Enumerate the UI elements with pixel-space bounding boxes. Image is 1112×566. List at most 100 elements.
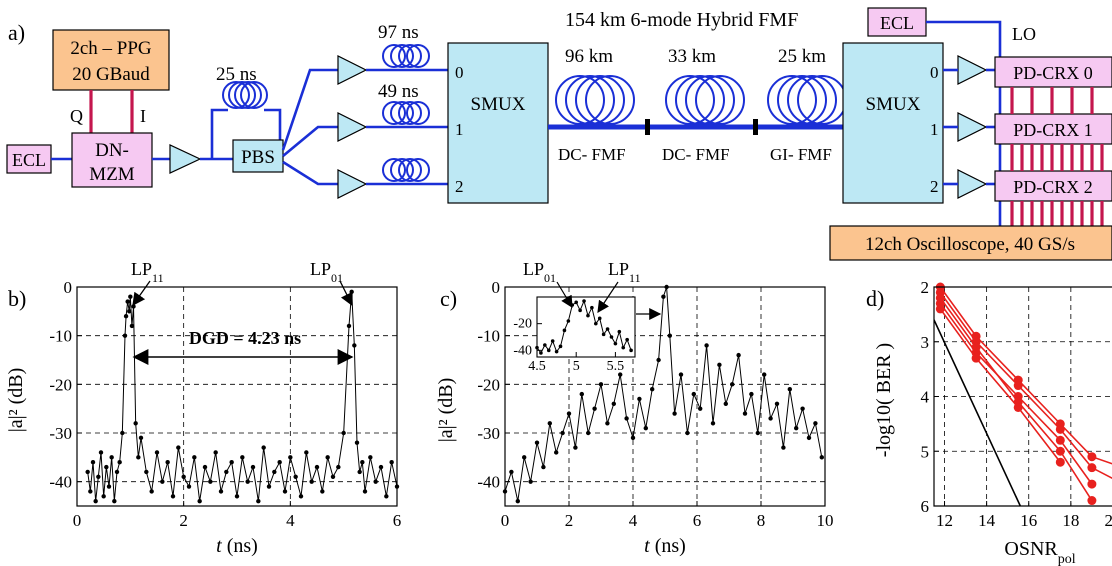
tick-label-y: 5 <box>921 442 930 461</box>
data-point <box>170 494 176 499</box>
data-point <box>613 341 618 346</box>
data-point <box>625 337 629 342</box>
panel-b-ticks: 0 2 4 6 0 -10 -20 -30 -40 <box>49 278 401 530</box>
tick-label-x: 20 <box>1104 511 1112 530</box>
data-point <box>1087 479 1097 489</box>
data-point <box>133 421 138 426</box>
series-line-0 <box>87 291 398 502</box>
data-point <box>234 494 240 499</box>
data-point <box>90 460 96 465</box>
data-point <box>539 351 543 355</box>
data-point <box>128 294 133 299</box>
tick-label-y: 4 <box>921 388 930 407</box>
data-point <box>723 401 728 406</box>
data-point <box>554 450 559 455</box>
data-point <box>685 430 690 436</box>
data-point <box>144 469 149 475</box>
data-point <box>1087 496 1097 506</box>
tick-label-y: -30 <box>477 424 500 443</box>
data-point <box>192 455 197 460</box>
smux-in-port-1: 1 <box>455 120 464 139</box>
data-point <box>566 411 572 416</box>
data-point <box>813 421 818 426</box>
data-point <box>176 445 181 450</box>
data-point <box>643 425 648 431</box>
crx-2 <box>994 170 1112 202</box>
data-point <box>197 498 202 504</box>
data-point <box>181 474 186 479</box>
panel-b-ylabel: |a|² (dB) <box>5 368 27 433</box>
data-point <box>592 406 597 411</box>
data-point <box>698 406 703 411</box>
data-point <box>781 445 786 450</box>
panel-b-trace <box>85 289 400 504</box>
data-point <box>202 464 208 470</box>
data-point <box>618 372 623 377</box>
data-point <box>562 328 567 333</box>
data-point <box>528 479 533 484</box>
data-point <box>502 489 508 494</box>
tick-label-x: 4.5 <box>528 359 546 374</box>
tick-label-y: 2 <box>921 278 930 297</box>
data-point <box>574 300 578 305</box>
panel-d-ylabel: -log10( BER ) <box>873 343 895 457</box>
data-point <box>88 489 93 494</box>
data-point <box>971 353 981 363</box>
data-point <box>806 435 812 441</box>
tick-label-x: 0 <box>501 511 510 530</box>
tick-label-x: 2 <box>565 511 574 530</box>
crx-0 <box>994 56 1112 88</box>
panel-c-lp11: LP11 <box>608 259 641 285</box>
panel-b-label: b) <box>8 286 26 311</box>
tick-label-y: -30 <box>49 424 72 443</box>
data-point <box>1055 435 1065 445</box>
data-point <box>160 479 165 484</box>
data-point <box>352 343 357 348</box>
tick-label-x: 16 <box>1020 511 1037 530</box>
crx-2-label: PD-CRX 2 <box>1013 177 1093 197</box>
data-point <box>554 349 559 354</box>
pbs-label: PBS <box>241 147 275 168</box>
data-point <box>360 460 365 465</box>
data-point <box>123 314 129 319</box>
tick-label-y: -40 <box>513 343 532 358</box>
data-point <box>362 489 368 494</box>
amplifier-7 <box>957 169 988 199</box>
data-point <box>560 430 565 436</box>
tick-label-y: -10 <box>49 327 72 346</box>
span-1-len: 96 km <box>565 46 613 67</box>
tick-label-y: 3 <box>921 333 930 352</box>
data-point <box>590 305 594 310</box>
span-3-len: 25 km <box>778 46 826 67</box>
data-point <box>762 372 767 377</box>
data-point <box>349 289 354 295</box>
data-point <box>535 345 539 350</box>
panel-c-trace <box>502 284 824 504</box>
data-point <box>229 460 234 465</box>
ppg-line1: 2ch – PPG <box>70 38 152 59</box>
oscilloscope-label: 12ch Oscilloscope, 40 GS/s <box>865 234 1075 255</box>
data-point <box>104 464 109 470</box>
data-point <box>373 479 378 484</box>
data-point <box>630 435 636 441</box>
mzm-box <box>71 132 153 188</box>
data-point <box>594 321 598 326</box>
data-point <box>154 450 160 455</box>
data-point <box>114 469 120 475</box>
data-point <box>1055 424 1065 434</box>
tick-label-x: 6 <box>393 511 402 530</box>
data-point <box>389 460 394 465</box>
data-point <box>186 484 192 489</box>
tick-label-x: 5.5 <box>607 359 625 374</box>
data-point <box>240 455 245 460</box>
tick-label-y: -20 <box>477 375 500 394</box>
data-point <box>394 484 400 489</box>
data-point <box>621 345 626 350</box>
span-2-len: 33 km <box>668 46 716 67</box>
data-point <box>624 416 629 421</box>
tick-label-x: 5 <box>573 359 580 374</box>
tick-label-y: 6 <box>921 497 930 516</box>
data-point <box>546 348 551 353</box>
data-point <box>314 464 320 470</box>
